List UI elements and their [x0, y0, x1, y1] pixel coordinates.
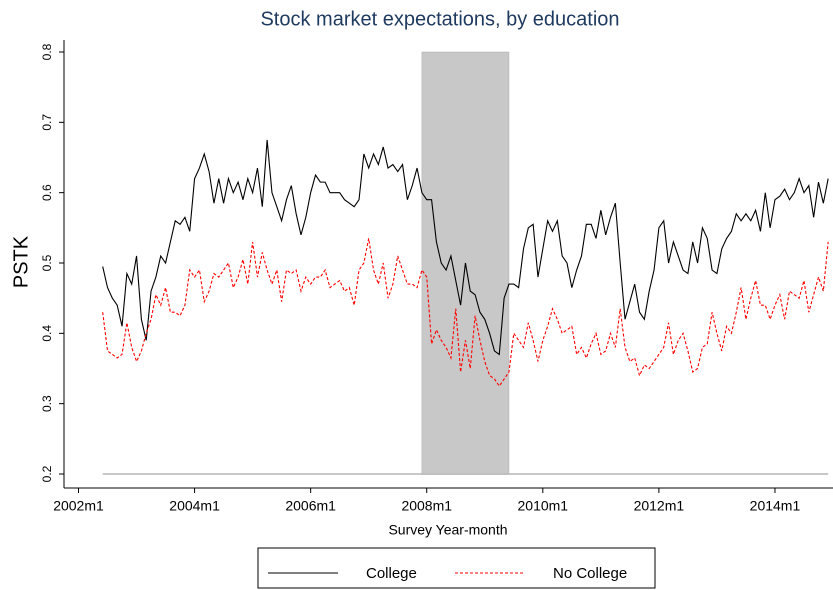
y-tick-label: 0.6 [40, 184, 54, 201]
x-tick-label: 2002m1 [53, 498, 104, 514]
x-tick-label: 2008m1 [401, 498, 452, 514]
legend-box [257, 547, 656, 589]
chart-title: Stock market expectations, by education [260, 8, 619, 30]
x-axis-label: Survey Year-month [388, 522, 507, 538]
y-tick-label: 0.2 [40, 465, 54, 482]
x-tick-label: 2010m1 [518, 498, 569, 514]
x-tick-label: 2012m1 [634, 498, 685, 514]
y-tick-label: 0.8 [40, 43, 54, 60]
x-tick-label: 2006m1 [285, 498, 336, 514]
series-line [102, 139, 829, 356]
legend-label: College [366, 565, 417, 582]
y-tick-label: 0.3 [40, 395, 54, 412]
y-tick-label: 0.7 [40, 114, 54, 131]
x-tick-label: 2004m1 [169, 498, 220, 514]
y-tick-label: 0.4 [40, 325, 54, 342]
x-tick-label: 2014m1 [750, 498, 801, 514]
y-tick-label: 0.5 [40, 254, 54, 271]
legend-label: No College [553, 565, 627, 582]
series-line [102, 238, 829, 388]
y-axis-label: PSTK [10, 235, 32, 288]
